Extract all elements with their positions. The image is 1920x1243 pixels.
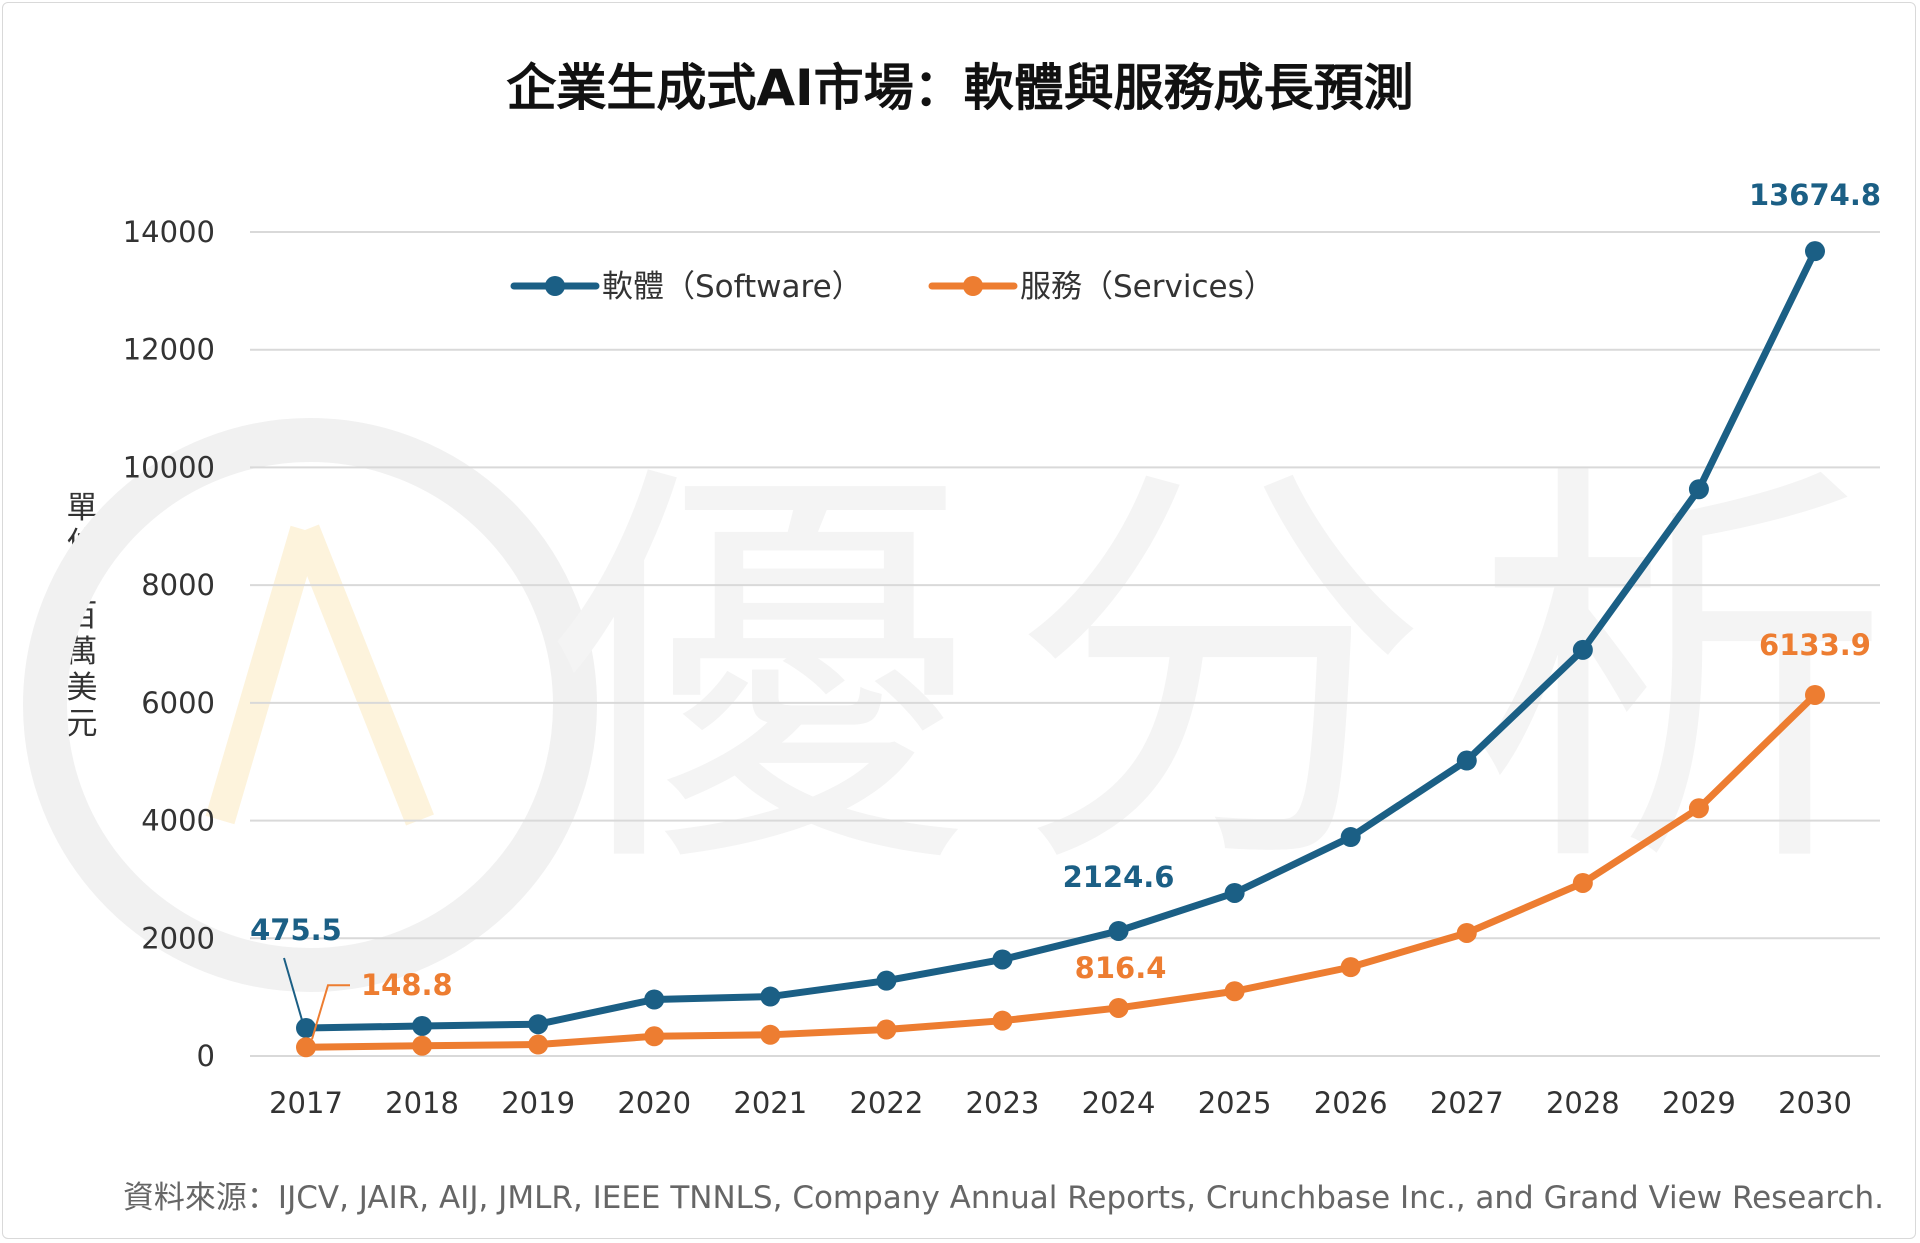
data-point [412,1035,433,1056]
series-line-0 [302,247,1819,1032]
y-tick-label: 6000 [141,686,215,720]
data-labels: 475.5 2124.6 13674.8 148.8 816.4 6133.9 [250,178,1881,1040]
data-point [876,970,897,991]
data-label: 816.4 [1075,951,1167,985]
x-tick-label: 2027 [1430,1086,1504,1120]
data-point [528,1034,549,1055]
x-tick-label: 2020 [617,1086,691,1120]
x-tick-label: 2023 [966,1086,1040,1120]
y-tick-label: 0 [197,1039,215,1073]
y-axis-label-char: 美 [66,670,98,706]
x-tick-label: 2018 [385,1086,459,1120]
x-axis-ticks: 2017 2018 2019 2020 2021 2022 2023 2024 2025 2026… [269,1086,1852,1120]
source-note: 資料來源：IJCV, JAIR, AIJ, JMLR, IEEE TNNLS, … [122,1180,1884,1216]
watermark-logo: 優分析 [23,418,1920,992]
x-tick-label: 2024 [1082,1086,1156,1120]
data-label: 475.5 [250,913,342,947]
y-tick-label: 10000 [123,450,215,484]
data-point [644,989,665,1010]
x-tick-label: 2021 [733,1086,807,1120]
legend-label-1: 服務（Services） [1020,269,1275,305]
data-point [1456,922,1477,943]
y-axis-ticks: 0 2000 4000 6000 8000 10000 12000 14000 [123,215,215,1073]
legend-label-0: 軟體（Software） [602,269,863,305]
legend-marker-1 [963,276,983,296]
series-group [296,241,1825,1058]
data-point [1688,798,1709,819]
y-tick-label: 8000 [141,568,215,602]
legend-marker-0 [545,276,565,296]
data-point [992,1010,1013,1031]
data-point [760,1024,781,1045]
data-point [1108,920,1129,941]
data-label: 2124.6 [1063,860,1175,894]
x-tick-label: 2025 [1198,1086,1272,1120]
data-point [1572,639,1593,660]
data-point [412,1015,433,1036]
data-point [1572,872,1593,893]
data-point [1108,997,1129,1018]
watermark-text: 優分析 [550,431,1920,920]
data-point [1224,981,1245,1002]
grid-lines [250,231,1880,1057]
x-tick-label: 2030 [1778,1086,1852,1120]
data-point [1224,882,1245,903]
x-tick-label: 2026 [1314,1086,1388,1120]
y-tick-label: 4000 [141,804,215,838]
y-tick-label: 2000 [141,921,215,955]
data-point [644,1026,665,1047]
data-point [876,1019,897,1040]
chart-title: 企業生成式AI市場：軟體與服務成長預測 [506,59,1414,117]
data-point [1340,827,1361,848]
data-label: 6133.9 [1759,628,1871,662]
series-line-1 [302,691,1819,1051]
x-tick-label: 2019 [501,1086,575,1120]
data-point [760,986,781,1007]
data-point [296,1018,316,1039]
x-tick-label: 2029 [1662,1086,1736,1120]
data-point [1688,479,1709,500]
leader-line-software [283,957,303,1021]
x-tick-label: 2022 [849,1086,923,1120]
x-tick-label: 2017 [269,1086,343,1120]
data-point [1805,684,1825,705]
data-point [992,949,1013,970]
data-label: 13674.8 [1749,178,1881,212]
leader-line-services [311,984,350,1040]
y-axis-label-char: 元 [66,706,98,742]
data-point [296,1037,316,1058]
data-point [1340,957,1361,978]
x-tick-label: 2028 [1546,1086,1620,1120]
y-tick-label: 12000 [123,333,215,367]
data-point [1456,750,1477,771]
y-tick-label: 14000 [123,215,215,249]
data-label: 148.8 [361,968,453,1002]
legend: 軟體（Software） 服務（Services） [510,269,1275,305]
data-point [528,1014,549,1035]
data-point [1805,241,1825,262]
